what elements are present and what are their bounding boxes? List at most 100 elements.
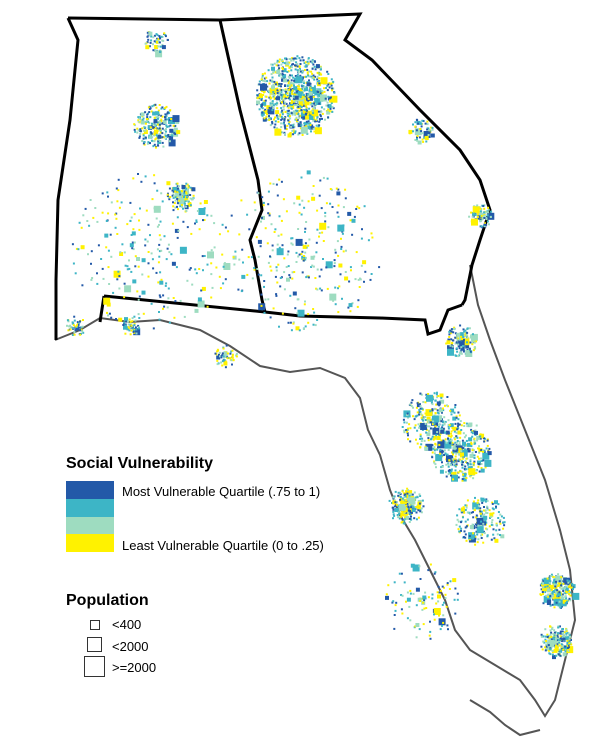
tract-marker xyxy=(269,89,274,94)
tract-marker xyxy=(456,518,459,521)
tract-marker xyxy=(416,442,419,445)
tract-marker xyxy=(321,112,324,115)
tract-marker xyxy=(471,451,474,454)
tract-marker xyxy=(110,201,113,204)
tract-marker xyxy=(458,347,461,350)
tract-marker xyxy=(177,208,179,211)
tract-marker xyxy=(286,277,290,282)
tract-marker xyxy=(169,136,174,141)
tract-marker xyxy=(324,220,327,223)
tract-marker xyxy=(424,134,427,137)
tract-marker xyxy=(405,600,407,603)
tract-marker xyxy=(445,404,448,407)
tract-marker xyxy=(454,342,457,345)
tract-marker xyxy=(78,326,81,329)
tract-marker xyxy=(409,619,412,622)
tract-marker xyxy=(454,587,457,590)
tract-marker xyxy=(453,464,456,467)
tract-marker xyxy=(415,636,418,639)
tract-marker xyxy=(293,202,296,205)
tract-marker xyxy=(107,249,110,252)
tract-marker xyxy=(495,506,497,509)
tract-marker xyxy=(410,515,412,518)
tract-marker xyxy=(417,122,420,125)
tract-marker xyxy=(281,68,284,71)
tract-marker xyxy=(394,501,397,504)
tract-marker xyxy=(299,121,302,124)
tract-marker xyxy=(137,119,140,122)
tract-marker xyxy=(420,597,423,600)
tract-marker xyxy=(284,92,287,95)
tract-marker xyxy=(152,126,155,129)
tract-marker xyxy=(567,632,570,635)
tract-marker xyxy=(456,436,459,439)
tract-marker xyxy=(158,41,161,44)
tract-marker xyxy=(302,96,305,99)
tract-marker xyxy=(560,584,563,587)
tract-marker xyxy=(450,328,453,331)
tract-marker xyxy=(283,118,286,121)
tract-marker xyxy=(152,111,157,116)
tract-marker xyxy=(420,413,423,416)
tract-marker xyxy=(158,223,160,226)
tract-marker xyxy=(288,88,290,91)
tract-marker xyxy=(283,271,286,274)
tract-marker xyxy=(298,65,301,68)
tract-marker xyxy=(224,366,227,369)
tract-marker xyxy=(484,211,487,214)
tract-marker xyxy=(483,225,486,228)
tract-marker xyxy=(457,340,465,348)
tract-marker xyxy=(548,577,551,580)
tract-marker xyxy=(256,89,259,92)
tract-marker xyxy=(313,78,316,81)
tract-marker xyxy=(116,200,119,203)
tract-marker xyxy=(147,251,150,253)
tract-marker xyxy=(405,499,408,502)
tract-marker xyxy=(295,91,303,98)
tract-marker xyxy=(307,275,310,278)
tract-marker xyxy=(455,341,458,344)
tract-marker xyxy=(124,323,127,326)
tract-marker xyxy=(306,63,309,66)
tract-marker xyxy=(158,127,161,130)
tract-marker xyxy=(540,588,543,591)
tract-marker xyxy=(277,115,280,118)
tract-marker xyxy=(424,591,427,594)
tract-marker xyxy=(261,103,264,106)
tract-marker xyxy=(288,83,293,88)
tract-marker xyxy=(275,71,278,74)
tract-marker xyxy=(295,57,298,60)
tract-marker xyxy=(158,129,161,132)
tract-marker xyxy=(165,128,167,131)
tract-marker xyxy=(176,185,179,188)
tract-marker xyxy=(137,324,140,327)
tract-marker xyxy=(465,539,468,542)
tract-marker xyxy=(401,612,404,615)
tract-marker xyxy=(450,413,453,416)
tract-marker xyxy=(303,75,306,78)
tract-marker xyxy=(166,125,169,128)
tract-marker xyxy=(503,521,506,524)
tract-marker xyxy=(551,593,554,596)
tract-marker xyxy=(304,227,307,230)
tract-marker xyxy=(307,200,310,203)
tract-marker xyxy=(551,603,554,606)
tract-marker xyxy=(173,127,178,132)
tract-marker xyxy=(281,312,284,315)
tract-marker xyxy=(130,324,133,327)
tract-marker xyxy=(306,275,309,278)
tract-marker xyxy=(289,88,292,91)
tract-marker xyxy=(156,121,159,124)
tract-marker xyxy=(454,469,457,472)
tract-marker xyxy=(408,415,411,418)
tract-marker xyxy=(542,635,544,638)
tract-marker xyxy=(544,591,547,594)
tract-marker xyxy=(567,650,570,652)
tract-marker xyxy=(152,145,155,148)
tract-marker xyxy=(291,57,294,60)
tract-marker xyxy=(483,223,486,226)
tract-marker xyxy=(439,393,444,398)
tract-marker xyxy=(206,214,209,217)
tract-marker xyxy=(333,262,336,265)
tract-marker xyxy=(189,194,192,196)
